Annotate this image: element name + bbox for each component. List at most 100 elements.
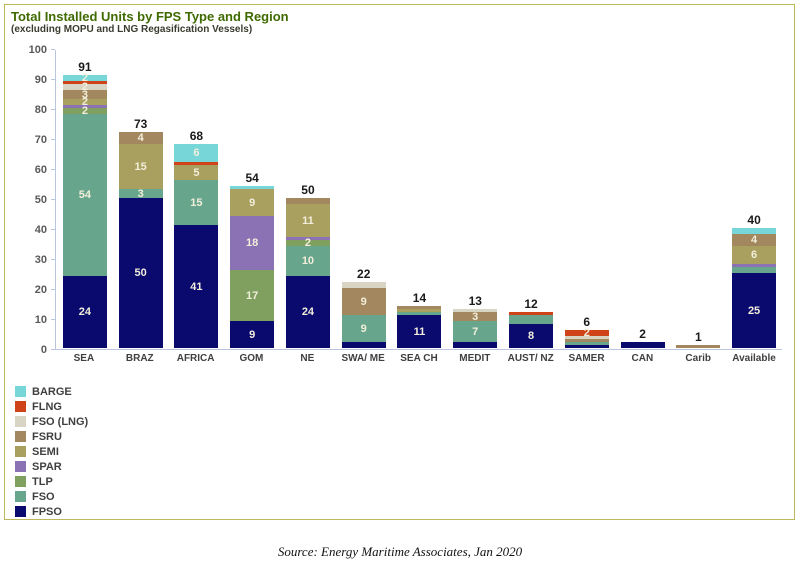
x-axis-label: CAN xyxy=(631,353,654,364)
legend-label: SEMI xyxy=(32,445,59,458)
bar-column: 22 9 9 xyxy=(336,50,392,348)
legend-row: SPAR xyxy=(15,459,788,474)
bar-segment: 54 xyxy=(62,114,107,276)
chart-title: Total Installed Units by FPS Type and Re… xyxy=(11,9,289,24)
bar-total-label: 50 xyxy=(301,183,315,197)
source-caption: Source: Energy Maritime Associates, Jan … xyxy=(277,544,523,559)
bar-segment xyxy=(620,342,665,348)
x-axis: SEA BRAZ AFRICA GOM NE SWA/ ME SEA CH MEDIT AUST… xyxy=(55,353,782,364)
bar-segment: 9 xyxy=(341,315,386,342)
bar-segment xyxy=(341,282,386,288)
bar-segment: 15 xyxy=(174,180,219,225)
x-axis-label: SWA/ ME xyxy=(341,353,385,364)
bar-total-label: 14 xyxy=(412,291,427,305)
bar-total-label: 1 xyxy=(694,330,702,344)
legend-swatch-icon xyxy=(15,401,26,412)
legend-swatch-icon xyxy=(15,506,26,517)
bar-segment: 2 xyxy=(62,97,107,108)
bar-total-label: 73 xyxy=(133,117,148,131)
bar-column: 73 4 15 3 50 xyxy=(113,50,169,348)
bar-total-label: 54 xyxy=(245,171,259,185)
legend-swatch-icon xyxy=(15,461,26,472)
bar-segment: 2 xyxy=(62,106,107,117)
bar-segment xyxy=(564,345,609,348)
bar-segment xyxy=(397,309,442,312)
x-axis-label: SEA xyxy=(73,353,95,364)
bar-segment xyxy=(341,342,386,348)
bar-total-label: 13 xyxy=(468,294,482,308)
y-axis-label: 40 xyxy=(34,224,47,236)
bar-segment xyxy=(564,336,609,339)
legend-swatch-icon xyxy=(15,416,26,427)
bar-segment: 4 xyxy=(732,234,777,246)
bar-segment: 11 xyxy=(285,204,330,237)
legend-row: SEMI xyxy=(15,444,788,459)
y-axis-label: 50 xyxy=(34,194,47,206)
bar-segment xyxy=(509,312,553,315)
legend-label: FSO xyxy=(32,490,55,503)
bar-segment: 3 xyxy=(453,311,498,322)
bar-total-label: 91 xyxy=(78,60,92,74)
legend-row: FSO (LNG) xyxy=(15,414,788,429)
bar-column: 13 3 7 xyxy=(447,50,503,348)
bar-segment xyxy=(732,264,777,267)
bar-total-label: 68 xyxy=(189,129,204,143)
bar-segment: 11 xyxy=(397,315,442,348)
bar-stack: 2 xyxy=(564,328,609,348)
x-axis-label: Available xyxy=(732,353,776,364)
legend-label: FPSO xyxy=(32,505,62,518)
x-axis-label: Carib xyxy=(685,353,711,364)
y-axis-tick xyxy=(51,49,55,50)
bar-segment: 18 xyxy=(230,216,275,270)
bar-segment: 7 xyxy=(453,321,498,342)
y-axis-label: 100 xyxy=(28,44,47,56)
legend-label: SPAR xyxy=(32,460,62,473)
legend-label: FSRU xyxy=(32,430,62,443)
bar-stack: 4 6 25 xyxy=(732,228,777,348)
legend-swatch-icon xyxy=(15,386,26,397)
bar-segment: 50 xyxy=(118,198,163,348)
legend-row: FSO xyxy=(15,489,788,504)
bar-total-label: 12 xyxy=(524,297,538,311)
bar-column: 12 8 xyxy=(503,50,559,348)
y-axis-tick xyxy=(51,199,55,200)
bar-stack: 11 2 10 24 xyxy=(285,198,330,348)
bar-stack: 9 18 17 9 xyxy=(230,186,275,348)
x-axis-label: MEDIT xyxy=(459,353,491,364)
bar-column: 40 4 6 25 xyxy=(726,50,782,348)
bar-stack xyxy=(620,342,665,348)
legend-row: BARGE xyxy=(15,384,788,399)
bar-segment: 3 xyxy=(62,89,107,100)
bar-column: 50 11 2 10 24 xyxy=(280,50,336,348)
y-axis-label: 90 xyxy=(34,74,47,86)
legend: BARGE FLNG FSO (LNG) FSRU SEMI SPAR TLP FSO FPSO xyxy=(15,384,788,519)
bar-column: 68 6 5 15 41 xyxy=(169,50,225,348)
bar-segment: 4 xyxy=(118,132,163,144)
bar-segment: 9 xyxy=(230,189,275,216)
y-axis-label: 0 xyxy=(40,344,47,356)
bar-segment xyxy=(397,306,442,309)
bar-segment xyxy=(285,198,330,204)
legend-swatch-icon xyxy=(15,491,26,502)
legend-label: FLNG xyxy=(32,400,62,413)
bar-segment: 2 xyxy=(285,238,330,249)
legend-swatch-icon xyxy=(15,446,26,457)
bar-segment xyxy=(732,228,777,234)
bar-segment xyxy=(62,105,107,108)
legend-row: FSRU xyxy=(15,429,788,444)
bar-segment xyxy=(62,81,107,84)
bar-segment: 9 xyxy=(230,321,275,348)
bar-segment xyxy=(564,339,609,342)
y-axis-tick xyxy=(51,229,55,230)
y-axis-label: 70 xyxy=(34,134,47,146)
plot-wrap: 91 2 2 3 2 2 54 24 73 4 15 3 50 68 6 5 15 41 54 9 18 17 9 50 11 2… xyxy=(29,44,782,356)
y-axis-tick xyxy=(51,169,55,170)
bar-segment: 2 xyxy=(564,328,609,339)
bar-segment: 17 xyxy=(230,270,275,321)
y-axis-tick xyxy=(51,79,55,80)
legend-swatch-icon xyxy=(15,476,26,487)
bar-segment xyxy=(174,162,219,165)
x-axis-label: GOM xyxy=(239,353,264,364)
chart-panel: Total Installed Units by FPS Type and Re… xyxy=(4,4,795,520)
